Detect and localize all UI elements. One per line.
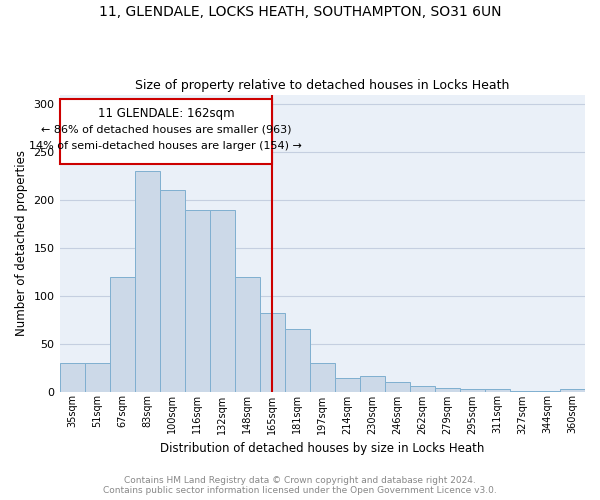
Bar xyxy=(460,388,485,392)
Bar xyxy=(85,363,110,392)
Bar xyxy=(335,378,360,392)
Bar xyxy=(185,210,209,392)
Bar xyxy=(535,390,560,392)
X-axis label: Distribution of detached houses by size in Locks Heath: Distribution of detached houses by size … xyxy=(160,442,484,455)
Text: 11, GLENDALE, LOCKS HEATH, SOUTHAMPTON, SO31 6UN: 11, GLENDALE, LOCKS HEATH, SOUTHAMPTON, … xyxy=(99,5,501,19)
Text: 14% of semi-detached houses are larger (154) →: 14% of semi-detached houses are larger (… xyxy=(29,142,302,152)
Bar xyxy=(385,382,410,392)
Bar xyxy=(485,388,510,392)
Bar xyxy=(160,190,185,392)
Bar xyxy=(310,363,335,392)
FancyBboxPatch shape xyxy=(59,100,272,164)
Bar xyxy=(59,363,85,392)
Text: Contains HM Land Registry data © Crown copyright and database right 2024.
Contai: Contains HM Land Registry data © Crown c… xyxy=(103,476,497,495)
Bar xyxy=(560,388,585,392)
Bar xyxy=(134,171,160,392)
Bar xyxy=(410,386,435,392)
Bar xyxy=(360,376,385,392)
Text: 11 GLENDALE: 162sqm: 11 GLENDALE: 162sqm xyxy=(98,107,234,120)
Bar xyxy=(235,276,260,392)
Title: Size of property relative to detached houses in Locks Heath: Size of property relative to detached ho… xyxy=(135,79,509,92)
Bar xyxy=(110,276,134,392)
Bar xyxy=(209,210,235,392)
Text: ← 86% of detached houses are smaller (963): ← 86% of detached houses are smaller (96… xyxy=(41,124,291,134)
Bar xyxy=(285,329,310,392)
Y-axis label: Number of detached properties: Number of detached properties xyxy=(15,150,28,336)
Bar xyxy=(435,388,460,392)
Bar xyxy=(260,313,285,392)
Bar xyxy=(510,390,535,392)
